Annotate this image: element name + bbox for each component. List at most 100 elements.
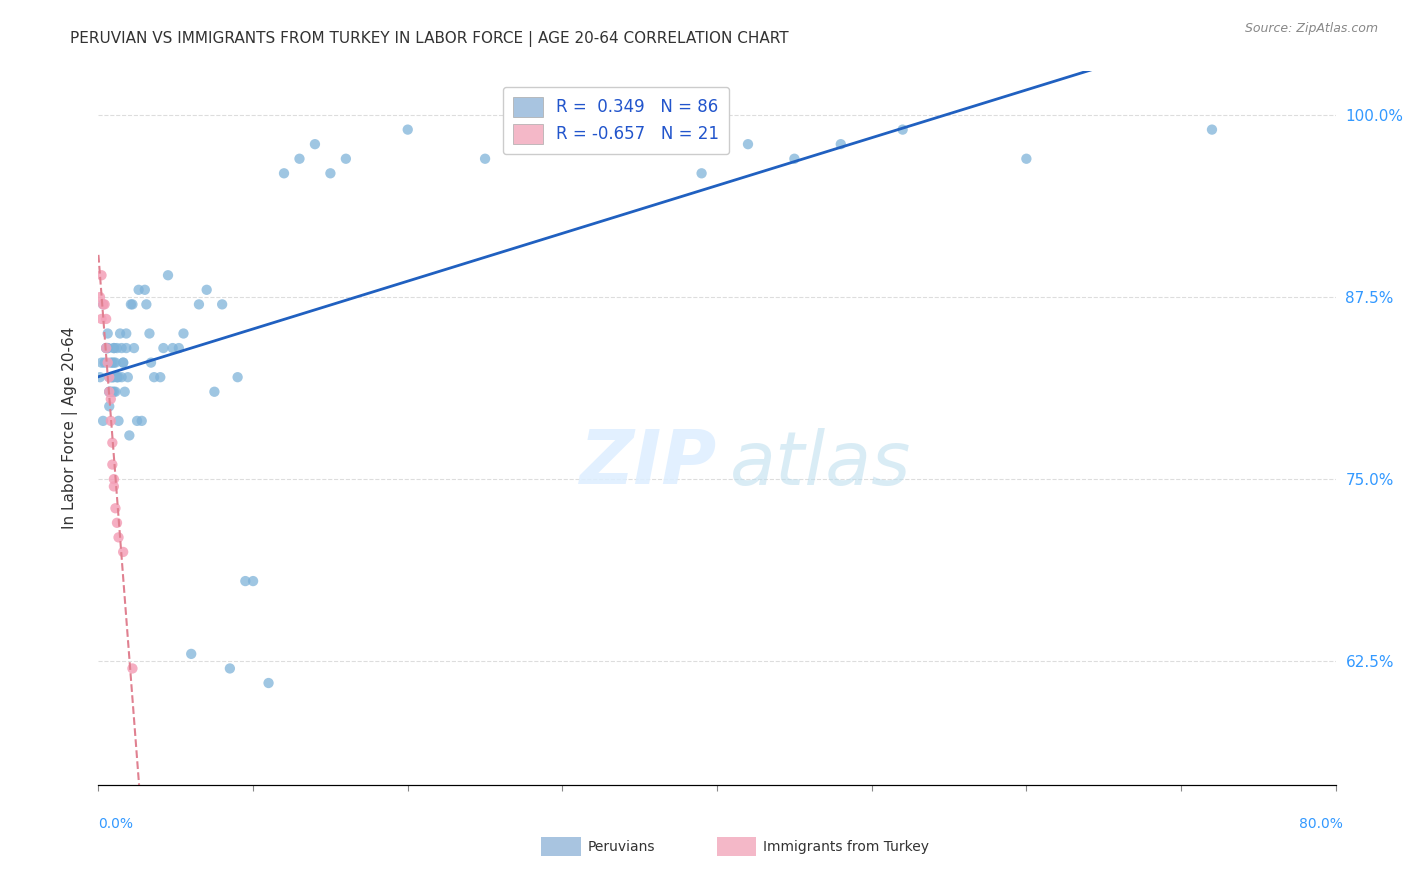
Point (152, 341, 174, 355)
Point (783, 152, 806, 166)
Point (396, 122, 419, 136)
Point (304, 137, 326, 152)
Point (101, 458, 124, 472)
Point (98, 384, 121, 399)
Point (103, 384, 125, 399)
Point (98, 400, 121, 414)
Point (91, 297, 114, 311)
Point (100, 370, 122, 384)
Point (98, 370, 121, 384)
Text: Immigrants from Turkey: Immigrants from Turkey (763, 839, 929, 854)
Point (204, 384, 226, 399)
Point (242, 574, 264, 588)
Point (551, 122, 574, 136)
Point (103, 370, 125, 384)
Point (97, 341, 120, 355)
Point (107, 370, 129, 384)
Point (180, 647, 202, 661)
Point (108, 326, 131, 341)
Point (105, 516, 128, 530)
Legend: R =  0.349   N = 86, R = -0.657   N = 21: R = 0.349 N = 86, R = -0.657 N = 21 (503, 87, 730, 154)
Point (103, 341, 125, 355)
Point (149, 370, 172, 384)
Text: ZIP: ZIP (579, 427, 717, 500)
Point (101, 370, 124, 384)
Point (97, 341, 120, 355)
Point (114, 384, 136, 399)
Point (89, 290, 111, 304)
Point (474, 152, 496, 166)
Point (112, 545, 135, 559)
Point (138, 326, 160, 341)
Point (93, 297, 115, 311)
Point (120, 297, 142, 311)
Point (288, 152, 311, 166)
Point (104, 356, 127, 370)
Point (235, 574, 257, 588)
Text: PERUVIAN VS IMMIGRANTS FROM TURKEY IN LABOR FORCE | AGE 20-64 CORRELATION CHART: PERUVIAN VS IMMIGRANTS FROM TURKEY IN LA… (70, 31, 789, 47)
Point (157, 268, 180, 283)
Y-axis label: In Labor Force | Age 20-64: In Labor Force | Age 20-64 (62, 327, 77, 529)
Point (96, 312, 118, 326)
Point (118, 428, 141, 442)
Text: 80.0%: 80.0% (1299, 817, 1343, 830)
Point (90, 356, 112, 370)
Point (1201, 122, 1223, 136)
Point (162, 341, 184, 355)
Point (121, 661, 143, 675)
Point (101, 370, 124, 384)
Point (98, 384, 121, 399)
Point (891, 122, 914, 136)
Point (100, 356, 122, 370)
Point (111, 370, 134, 384)
Point (93, 356, 115, 370)
Point (167, 341, 190, 355)
Point (100, 384, 122, 399)
Point (1015, 152, 1038, 166)
Point (335, 152, 357, 166)
Point (690, 166, 713, 180)
Point (96, 341, 118, 355)
Point (122, 341, 145, 355)
Point (96, 341, 118, 355)
Point (737, 137, 759, 152)
Point (173, 326, 195, 341)
Point (117, 370, 139, 384)
Point (90, 312, 112, 326)
Point (91, 414, 114, 428)
Point (104, 501, 127, 516)
Point (98, 384, 121, 399)
Point (139, 356, 162, 370)
Point (195, 283, 218, 297)
Point (115, 326, 138, 341)
Point (112, 356, 135, 370)
Point (101, 435, 124, 450)
Point (89, 370, 111, 384)
Point (90, 268, 112, 283)
Point (103, 356, 125, 370)
Point (115, 341, 138, 355)
Point (104, 384, 127, 399)
Text: Peruvians: Peruvians (588, 839, 655, 854)
Point (211, 297, 233, 311)
Point (143, 370, 166, 384)
Text: atlas: atlas (730, 428, 911, 500)
Point (131, 414, 153, 428)
Point (96, 341, 118, 355)
Point (135, 297, 157, 311)
Point (128, 283, 150, 297)
Point (105, 370, 128, 384)
Point (273, 166, 295, 180)
Point (319, 166, 342, 180)
Point (97, 326, 120, 341)
Point (101, 384, 124, 399)
Text: 0.0%: 0.0% (98, 817, 134, 830)
Point (100, 392, 122, 406)
Point (103, 341, 125, 355)
Point (105, 370, 128, 384)
Point (121, 297, 143, 311)
Point (103, 472, 125, 486)
Point (100, 414, 122, 428)
Point (112, 356, 135, 370)
Point (226, 370, 249, 384)
